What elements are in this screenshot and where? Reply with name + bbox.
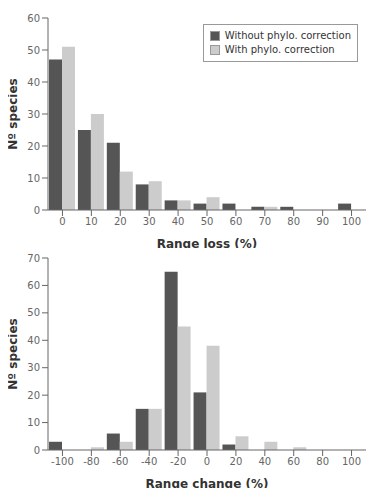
svg-text:20: 20 [27,141,40,152]
svg-text:10: 10 [27,173,40,184]
svg-text:30: 30 [27,362,40,373]
svg-text:0: 0 [59,216,65,227]
svg-text:60: 60 [287,456,300,467]
svg-text:10: 10 [27,417,40,428]
svg-text:80: 80 [287,216,300,227]
svg-text:20: 20 [114,216,127,227]
svg-text:70: 70 [27,253,40,264]
svg-text:-80: -80 [83,456,99,467]
svg-text:100: 100 [342,456,361,467]
svg-text:40: 40 [27,77,40,88]
svg-text:60: 60 [27,13,40,24]
svg-text:30: 30 [143,216,156,227]
svg-text:60: 60 [230,216,243,227]
svg-text:50: 50 [201,216,214,227]
svg-text:40: 40 [172,216,185,227]
svg-text:20: 20 [230,456,243,467]
svg-text:Nº species: Nº species [8,318,20,389]
svg-text:80: 80 [316,456,329,467]
html-text:With phylo. correction: With phylo. correction [224,44,335,55]
svg-text:0: 0 [204,456,210,467]
svg-text:0: 0 [34,205,40,216]
svg-text:70: 70 [258,216,271,227]
svg-text:0: 0 [34,445,40,456]
svg-text:10: 10 [85,216,98,227]
svg-text:50: 50 [27,45,40,56]
svg-text:Range loss (%): Range loss (%) [157,237,258,248]
svg-text:-20: -20 [170,456,186,467]
svg-text:20: 20 [27,390,40,401]
svg-text:Range change (%): Range change (%) [146,477,269,488]
svg-text:-60: -60 [112,456,128,467]
svg-text:40: 40 [258,456,271,467]
svg-text:100: 100 [342,216,361,227]
svg-text:50: 50 [27,307,40,318]
svg-text:Nº species: Nº species [8,78,20,149]
svg-text:40: 40 [27,335,40,346]
svg-text:-40: -40 [141,456,157,467]
svg-text:60: 60 [27,280,40,291]
svg-text:-100: -100 [51,456,74,467]
svg-text:90: 90 [316,216,329,227]
svg-text:30: 30 [27,109,40,120]
html-text:Without phylo. correction: Without phylo. correction [224,30,351,41]
